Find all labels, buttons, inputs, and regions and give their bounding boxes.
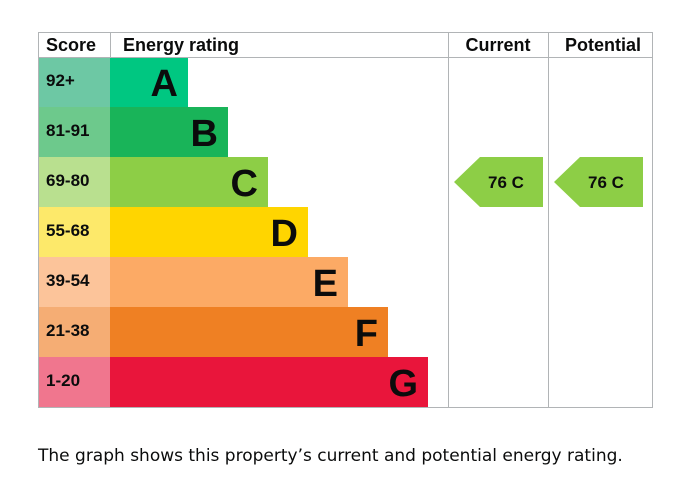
band-letter-d: D [271, 213, 298, 255]
score-cell-1-20 [38, 357, 110, 407]
score-label: 39-54 [46, 271, 90, 290]
current-rating-marker-label: 76 C [488, 173, 524, 192]
potential-rating-marker-label: 76 C [588, 173, 624, 192]
score-label: 21-38 [46, 321, 89, 340]
band-letter-g: G [388, 363, 418, 405]
band-bar-b [110, 107, 228, 157]
score-label: 92+ [46, 71, 75, 90]
rating-markers: 76 C 76 C [454, 157, 643, 207]
current-header: Current [465, 35, 530, 55]
score-cell-21-38 [38, 307, 110, 357]
band-bar-e [110, 257, 348, 307]
score-cell-92-plus [38, 57, 110, 107]
score-cell-69-80 [38, 157, 110, 207]
band-bar-g [110, 357, 428, 407]
band-letter-a: A [151, 63, 178, 105]
band-letter-e: E [313, 263, 338, 305]
score-cell-39-54 [38, 257, 110, 307]
potential-rating-marker [554, 157, 643, 207]
potential-header: Potential [565, 35, 641, 55]
band-bar-d [110, 207, 308, 257]
rating-bands: 92+ A 81-91 B 69-80 C 55-68 D 39-54 E 21-38 F 1-20 G [38, 57, 428, 407]
score-label: 1-20 [46, 371, 80, 390]
score-cell-55-68 [38, 207, 110, 257]
score-label: 69-80 [46, 171, 89, 190]
score-label: 55-68 [46, 221, 89, 240]
band-bar-a [110, 57, 188, 107]
band-letter-f: F [355, 313, 378, 355]
band-letter-c: C [231, 163, 258, 205]
table-headers: Score Energy rating Current Potential [46, 35, 641, 55]
score-header: Score [46, 35, 96, 55]
band-letter-b: B [191, 113, 218, 155]
table-grid [38, 32, 653, 408]
band-bar-c [110, 157, 268, 207]
score-label: 81-91 [46, 121, 89, 140]
band-bar-f [110, 307, 388, 357]
score-cell-81-91 [38, 107, 110, 157]
chart-caption: The graph shows this property’s current … [38, 446, 623, 466]
current-rating-marker [454, 157, 543, 207]
energy-rating-header: Energy rating [123, 35, 239, 55]
energy-rating-chart: 92+ A81-91 B69-80 C55-68 D39-54 E21-38 F1-20 G … [38, 32, 653, 408]
